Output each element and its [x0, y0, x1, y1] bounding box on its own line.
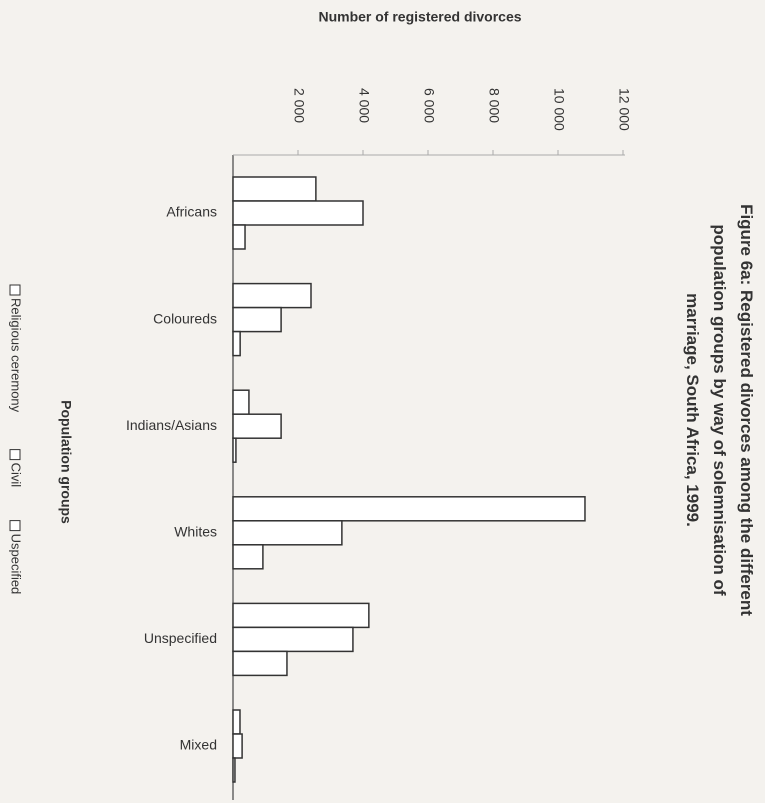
x-tick-label: 8 000: [486, 88, 502, 123]
bar: [232, 602, 370, 629]
x-axis-title: Number of registered divorces: [318, 9, 521, 25]
legend-swatch: [9, 449, 21, 461]
legend: Religious ceremony Civil Uspecified: [9, 284, 24, 595]
x-tick-label: 4 000: [356, 88, 372, 123]
x-tick-label: 10 000: [551, 88, 567, 131]
bar: [232, 200, 364, 226]
legend-swatch: [9, 284, 21, 296]
bar: [232, 330, 241, 357]
legend-label: Religious ceremony: [9, 298, 24, 413]
legend-label: Civil: [9, 463, 24, 488]
x-tick-label: 12 000: [616, 88, 632, 131]
x-tick-label: 6 000: [421, 88, 437, 123]
bar: [232, 496, 586, 522]
y-tick-label: Mixed: [180, 737, 217, 753]
y-axis-title: Population groups: [58, 400, 74, 524]
bar: [232, 520, 343, 546]
bar: [232, 757, 236, 783]
x-tick-label: 2 000: [291, 88, 307, 123]
bar: [232, 306, 282, 333]
y-tick-label: Whites: [174, 524, 217, 540]
bar: [232, 709, 241, 735]
bar: [232, 176, 317, 202]
bar: [232, 650, 288, 677]
chart-title-group: Figure 6a: Registered divorces among the…: [683, 204, 756, 616]
y-tick-label: Coloureds: [153, 310, 217, 326]
bar: [232, 282, 312, 309]
y-tick-label: Africans: [166, 204, 217, 220]
y-tick-label: Unspecified: [144, 630, 217, 646]
bar: [232, 413, 282, 439]
bar: [232, 389, 250, 415]
bar: [232, 626, 354, 653]
bar: [232, 733, 243, 759]
bar: [232, 224, 246, 250]
bar: [232, 437, 237, 463]
legend-label: Uspecified: [9, 534, 24, 595]
legend-swatch: [9, 520, 21, 532]
bar: [232, 544, 264, 570]
chart-title: Figure 6a: Registered divorces among the…: [683, 204, 756, 616]
y-tick-label: Indians/Asians: [126, 417, 217, 433]
